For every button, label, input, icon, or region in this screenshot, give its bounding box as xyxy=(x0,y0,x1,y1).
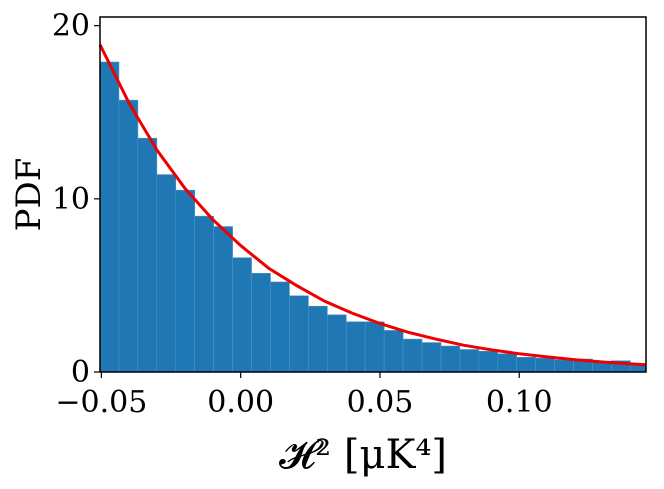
histogram-bar xyxy=(99,61,120,373)
histogram-bar xyxy=(156,174,177,373)
fit-curve-line xyxy=(98,44,647,367)
x-tick-label: 0.05 xyxy=(347,385,414,420)
histogram-bar xyxy=(478,350,499,373)
histogram-bar xyxy=(535,357,555,373)
histogram-bar xyxy=(270,281,290,373)
histogram-bar xyxy=(213,226,233,373)
histogram-bar xyxy=(402,338,423,373)
histogram-bar xyxy=(327,314,347,373)
histogram-bars xyxy=(99,61,647,373)
histogram-bar xyxy=(308,305,328,373)
x-axis-ticks: −0.05 0.00 0.05 0.10 xyxy=(55,372,553,420)
histogram-bar xyxy=(459,349,480,373)
x-tick-label: 0.10 xyxy=(486,385,553,420)
histogram-bar xyxy=(497,353,518,373)
y-axis-label: PDF xyxy=(9,158,49,232)
histogram-bar xyxy=(232,257,252,373)
histogram-bar xyxy=(440,345,461,373)
x-tick-label: 0.00 xyxy=(207,385,274,420)
histogram-bar xyxy=(194,215,214,373)
histogram-bar xyxy=(175,189,196,373)
histogram-bar xyxy=(364,321,385,373)
histogram-bar xyxy=(383,330,404,373)
histogram-bar xyxy=(118,99,139,373)
histogram-bar xyxy=(421,342,442,373)
histogram-bar xyxy=(554,359,574,373)
x-axis-label: 𝓗² [μK⁴] xyxy=(279,432,447,478)
y-axis-ticks: 0 10 20 xyxy=(52,9,100,390)
histogram-bar xyxy=(251,272,271,373)
plot-frame xyxy=(99,16,647,373)
histogram-bar xyxy=(137,137,158,373)
histogram-bar xyxy=(289,295,309,373)
histogram-bar xyxy=(345,321,366,373)
y-tick-label: 20 xyxy=(52,9,90,44)
y-tick-label: 10 xyxy=(52,182,90,217)
x-tick-label: −0.05 xyxy=(55,385,147,420)
histogram-bar xyxy=(516,356,536,373)
y-tick-label: 0 xyxy=(71,355,90,390)
